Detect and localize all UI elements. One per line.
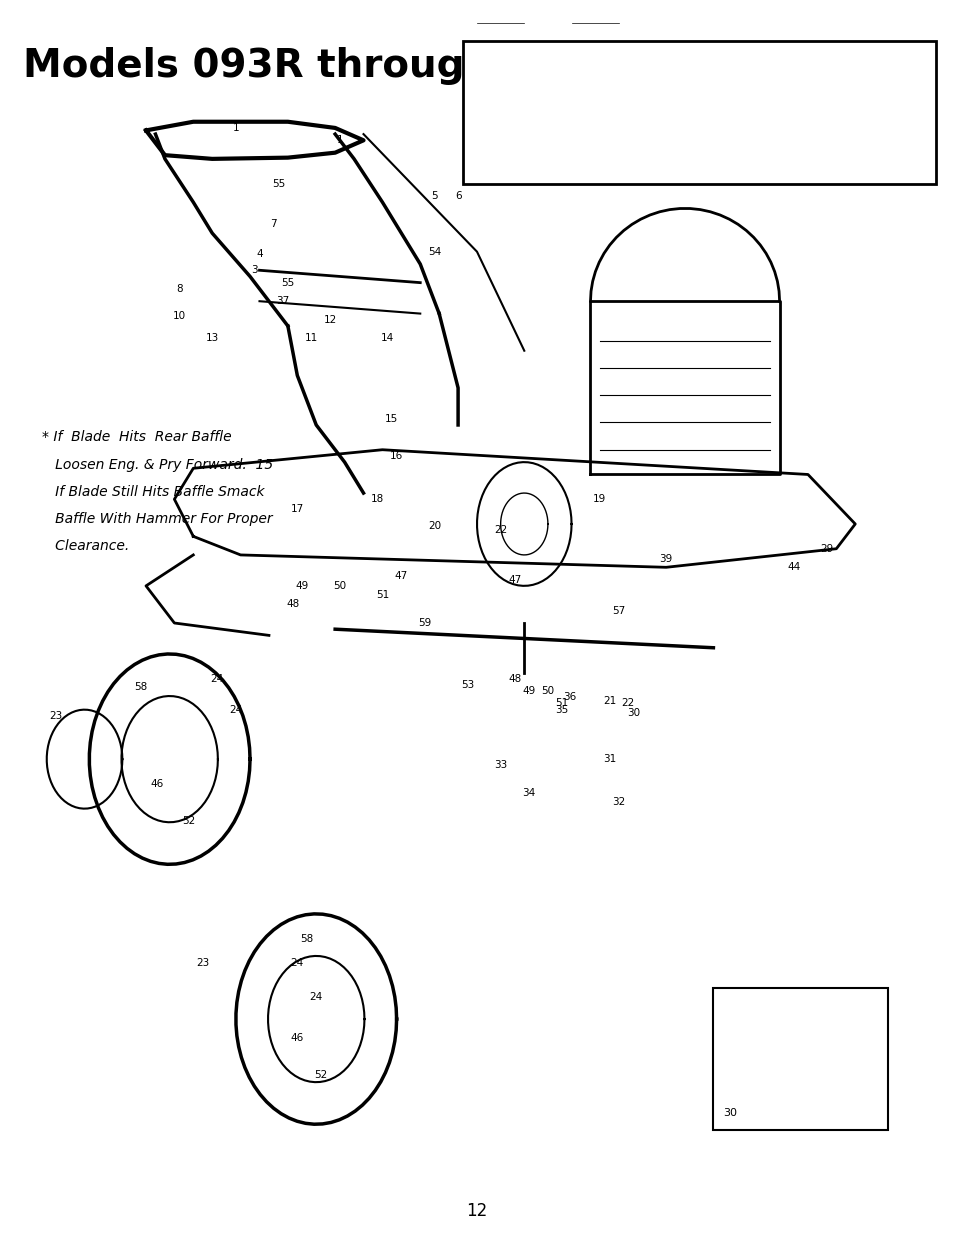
Text: 15: 15 bbox=[385, 414, 398, 424]
Text: 55: 55 bbox=[272, 178, 285, 188]
Text: 24: 24 bbox=[229, 705, 242, 715]
Text: NOTE: NOTE bbox=[633, 56, 679, 71]
Text: 17: 17 bbox=[291, 505, 304, 515]
Text: 7: 7 bbox=[270, 219, 276, 229]
Text: 39: 39 bbox=[659, 553, 672, 563]
Text: Models 093R through 098R: Models 093R through 098R bbox=[23, 46, 616, 85]
Text: 12: 12 bbox=[323, 315, 336, 325]
Text: 19: 19 bbox=[593, 495, 606, 505]
Text: 16: 16 bbox=[390, 451, 403, 461]
Text: 36: 36 bbox=[562, 693, 576, 703]
Text: 30: 30 bbox=[627, 708, 639, 719]
Text: 1: 1 bbox=[233, 123, 239, 133]
Text: * If  Blade  Hits  Rear Baffle: * If Blade Hits Rear Baffle bbox=[42, 430, 232, 445]
Text: 22: 22 bbox=[494, 525, 507, 536]
Text: 47: 47 bbox=[395, 571, 408, 581]
Text: 24: 24 bbox=[291, 958, 304, 968]
Text: 24: 24 bbox=[310, 992, 322, 1002]
Text: 24: 24 bbox=[210, 674, 223, 684]
Text: 6: 6 bbox=[455, 191, 461, 201]
Text: 12: 12 bbox=[466, 1202, 487, 1220]
Text: 59: 59 bbox=[418, 618, 431, 628]
Text: 52: 52 bbox=[314, 1070, 327, 1080]
Text: 29: 29 bbox=[820, 543, 833, 553]
Text: This instruction manual covers various models, and
all specifications shown do n: This instruction manual covers various m… bbox=[472, 101, 777, 168]
Text: 23: 23 bbox=[50, 710, 63, 721]
Text: 4: 4 bbox=[256, 249, 262, 259]
Text: 35: 35 bbox=[555, 705, 568, 715]
Text: 1: 1 bbox=[336, 136, 343, 146]
Text: 57: 57 bbox=[612, 606, 625, 616]
Text: Loosen Eng. & Pry Forward.  15: Loosen Eng. & Pry Forward. 15 bbox=[42, 457, 273, 471]
Text: 46: 46 bbox=[291, 1033, 304, 1043]
Text: 32: 32 bbox=[612, 797, 625, 807]
Text: 11: 11 bbox=[305, 334, 317, 344]
Text: 50: 50 bbox=[540, 687, 554, 697]
Text: 8: 8 bbox=[175, 284, 182, 294]
Text: 51: 51 bbox=[555, 699, 568, 709]
Text: 33: 33 bbox=[494, 760, 507, 770]
Text: 48: 48 bbox=[508, 674, 521, 684]
Text: 13: 13 bbox=[206, 334, 218, 344]
Text: 47: 47 bbox=[508, 574, 521, 584]
Text: 34: 34 bbox=[522, 787, 535, 797]
Text: 5: 5 bbox=[431, 191, 437, 201]
Text: 18: 18 bbox=[371, 495, 384, 505]
Text: 48: 48 bbox=[286, 599, 299, 609]
Text: 37: 37 bbox=[276, 297, 290, 307]
Text: 44: 44 bbox=[786, 562, 800, 572]
Text: Clearance.: Clearance. bbox=[42, 540, 129, 553]
Text: 23: 23 bbox=[196, 958, 209, 968]
Text: 52: 52 bbox=[182, 816, 195, 826]
Text: 55: 55 bbox=[281, 278, 294, 288]
Text: 10: 10 bbox=[172, 312, 186, 321]
Bar bbox=[713, 988, 887, 1130]
Text: 53: 53 bbox=[460, 680, 474, 690]
Text: 54: 54 bbox=[427, 247, 440, 257]
Text: 22: 22 bbox=[621, 699, 635, 709]
Text: 14: 14 bbox=[380, 334, 394, 344]
Text: 49: 49 bbox=[295, 581, 309, 591]
Text: 46: 46 bbox=[151, 779, 164, 789]
Text: 58: 58 bbox=[134, 683, 148, 693]
Text: If Blade Still Hits Baffle Smack: If Blade Still Hits Baffle Smack bbox=[42, 485, 264, 498]
Text: Baffle With Hammer For Proper: Baffle With Hammer For Proper bbox=[42, 512, 273, 526]
Text: 21: 21 bbox=[602, 697, 616, 706]
Text: 31: 31 bbox=[602, 754, 616, 764]
Text: 3: 3 bbox=[252, 265, 258, 275]
FancyBboxPatch shape bbox=[462, 41, 935, 183]
Text: 58: 58 bbox=[300, 933, 314, 943]
Text: 30: 30 bbox=[722, 1108, 736, 1118]
Text: 49: 49 bbox=[522, 687, 535, 697]
Text: 51: 51 bbox=[375, 589, 389, 599]
Text: 50: 50 bbox=[333, 581, 346, 591]
Text: 20: 20 bbox=[428, 522, 440, 532]
